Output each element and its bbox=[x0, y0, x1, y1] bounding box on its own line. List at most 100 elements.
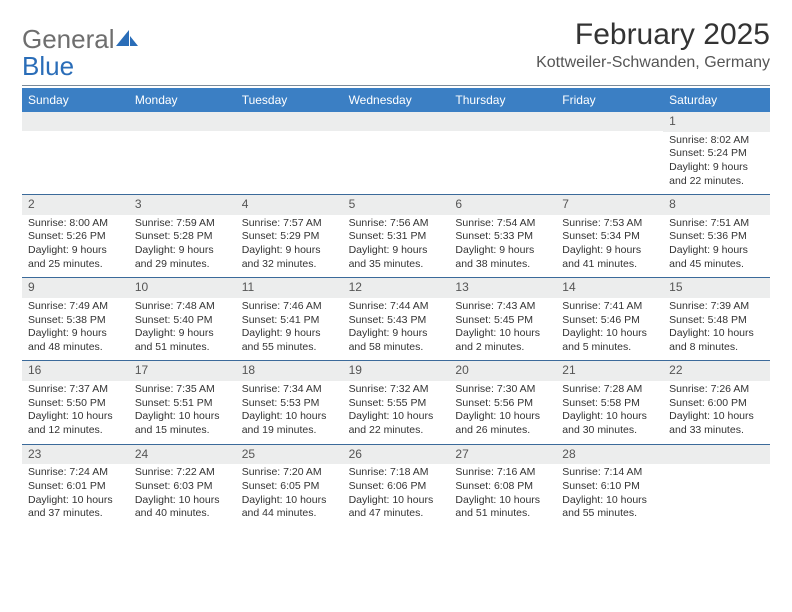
cell-sunrise: Sunrise: 7:46 AM bbox=[242, 300, 337, 314]
day-header: Tuesday bbox=[236, 88, 343, 112]
day-number: 9 bbox=[22, 278, 129, 298]
cell-sunrise: Sunrise: 7:14 AM bbox=[562, 466, 657, 480]
cell-day2: and 26 minutes. bbox=[455, 424, 550, 438]
calendar-cell: 24Sunrise: 7:22 AMSunset: 6:03 PMDayligh… bbox=[129, 445, 236, 527]
cell-day2: and 55 minutes. bbox=[562, 507, 657, 521]
day-header: Saturday bbox=[663, 88, 770, 112]
cell-sunrise: Sunrise: 7:54 AM bbox=[455, 217, 550, 231]
cell-sunset: Sunset: 5:46 PM bbox=[562, 314, 657, 328]
cell-day2: and 37 minutes. bbox=[28, 507, 123, 521]
brand-sail-icon bbox=[116, 30, 138, 53]
day-number: 10 bbox=[129, 278, 236, 298]
cell-sunrise: Sunrise: 7:32 AM bbox=[349, 383, 444, 397]
calendar-cell: 27Sunrise: 7:16 AMSunset: 6:08 PMDayligh… bbox=[449, 445, 556, 527]
day-number: 22 bbox=[663, 361, 770, 381]
cell-sunset: Sunset: 5:45 PM bbox=[455, 314, 550, 328]
cell-day2: and 19 minutes. bbox=[242, 424, 337, 438]
calendar-cell-empty bbox=[663, 445, 770, 527]
cell-day1: Daylight: 9 hours bbox=[242, 327, 337, 341]
cell-day1: Daylight: 10 hours bbox=[349, 410, 444, 424]
day-header: Monday bbox=[129, 88, 236, 112]
calendar-cell: 13Sunrise: 7:43 AMSunset: 5:45 PMDayligh… bbox=[449, 278, 556, 360]
cell-day2: and 32 minutes. bbox=[242, 258, 337, 272]
cell-sunrise: Sunrise: 8:02 AM bbox=[669, 134, 764, 148]
cell-sunrise: Sunrise: 7:41 AM bbox=[562, 300, 657, 314]
cell-day1: Daylight: 9 hours bbox=[28, 327, 123, 341]
cell-day2: and 8 minutes. bbox=[669, 341, 764, 355]
cell-day1: Daylight: 9 hours bbox=[28, 244, 123, 258]
calendar-cell: 18Sunrise: 7:34 AMSunset: 5:53 PMDayligh… bbox=[236, 361, 343, 443]
calendar-grid: SundayMondayTuesdayWednesdayThursdayFrid… bbox=[22, 88, 770, 527]
cell-sunrise: Sunrise: 7:53 AM bbox=[562, 217, 657, 231]
calendar-cell: 12Sunrise: 7:44 AMSunset: 5:43 PMDayligh… bbox=[343, 278, 450, 360]
cell-sunrise: Sunrise: 7:18 AM bbox=[349, 466, 444, 480]
calendar-cell: 9Sunrise: 7:49 AMSunset: 5:38 PMDaylight… bbox=[22, 278, 129, 360]
cell-day1: Daylight: 10 hours bbox=[562, 410, 657, 424]
page-header: General Blue February 2025 Kottweiler-Sc… bbox=[22, 18, 770, 79]
day-number: 5 bbox=[343, 195, 450, 215]
cell-sunset: Sunset: 5:53 PM bbox=[242, 397, 337, 411]
calendar-cell: 21Sunrise: 7:28 AMSunset: 5:58 PMDayligh… bbox=[556, 361, 663, 443]
cell-sunset: Sunset: 5:40 PM bbox=[135, 314, 230, 328]
cell-sunrise: Sunrise: 7:44 AM bbox=[349, 300, 444, 314]
day-number bbox=[556, 112, 663, 131]
day-number: 27 bbox=[449, 445, 556, 465]
cell-sunset: Sunset: 6:05 PM bbox=[242, 480, 337, 494]
cell-day1: Daylight: 9 hours bbox=[349, 244, 444, 258]
cell-day1: Daylight: 10 hours bbox=[28, 410, 123, 424]
cell-sunrise: Sunrise: 7:22 AM bbox=[135, 466, 230, 480]
day-number: 17 bbox=[129, 361, 236, 381]
day-number: 16 bbox=[22, 361, 129, 381]
calendar-cell: 26Sunrise: 7:18 AMSunset: 6:06 PMDayligh… bbox=[343, 445, 450, 527]
cell-sunset: Sunset: 6:06 PM bbox=[349, 480, 444, 494]
calendar-cell: 25Sunrise: 7:20 AMSunset: 6:05 PMDayligh… bbox=[236, 445, 343, 527]
cell-day1: Daylight: 10 hours bbox=[669, 327, 764, 341]
cell-sunset: Sunset: 5:58 PM bbox=[562, 397, 657, 411]
cell-sunrise: Sunrise: 7:48 AM bbox=[135, 300, 230, 314]
calendar-cell-empty bbox=[22, 112, 129, 194]
cell-sunrise: Sunrise: 7:43 AM bbox=[455, 300, 550, 314]
cell-day2: and 51 minutes. bbox=[455, 507, 550, 521]
cell-day2: and 38 minutes. bbox=[455, 258, 550, 272]
cell-sunrise: Sunrise: 7:57 AM bbox=[242, 217, 337, 231]
cell-day1: Daylight: 10 hours bbox=[349, 494, 444, 508]
calendar-cell-empty bbox=[556, 112, 663, 194]
cell-day1: Daylight: 9 hours bbox=[242, 244, 337, 258]
day-number bbox=[129, 112, 236, 131]
cell-sunrise: Sunrise: 7:51 AM bbox=[669, 217, 764, 231]
calendar-cell: 19Sunrise: 7:32 AMSunset: 5:55 PMDayligh… bbox=[343, 361, 450, 443]
cell-sunset: Sunset: 5:26 PM bbox=[28, 230, 123, 244]
day-number: 14 bbox=[556, 278, 663, 298]
day-number: 4 bbox=[236, 195, 343, 215]
calendar-cell: 6Sunrise: 7:54 AMSunset: 5:33 PMDaylight… bbox=[449, 195, 556, 277]
cell-sunset: Sunset: 6:03 PM bbox=[135, 480, 230, 494]
calendar-cell: 14Sunrise: 7:41 AMSunset: 5:46 PMDayligh… bbox=[556, 278, 663, 360]
calendar-cell: 4Sunrise: 7:57 AMSunset: 5:29 PMDaylight… bbox=[236, 195, 343, 277]
cell-sunrise: Sunrise: 7:26 AM bbox=[669, 383, 764, 397]
cell-sunrise: Sunrise: 7:56 AM bbox=[349, 217, 444, 231]
cell-sunset: Sunset: 5:36 PM bbox=[669, 230, 764, 244]
cell-day2: and 30 minutes. bbox=[562, 424, 657, 438]
cell-sunset: Sunset: 5:31 PM bbox=[349, 230, 444, 244]
cell-day1: Daylight: 9 hours bbox=[135, 327, 230, 341]
cell-day2: and 47 minutes. bbox=[349, 507, 444, 521]
day-number: 19 bbox=[343, 361, 450, 381]
day-number bbox=[343, 112, 450, 131]
cell-sunset: Sunset: 5:38 PM bbox=[28, 314, 123, 328]
cell-day1: Daylight: 10 hours bbox=[135, 410, 230, 424]
cell-day2: and 55 minutes. bbox=[242, 341, 337, 355]
cell-day1: Daylight: 9 hours bbox=[669, 161, 764, 175]
cell-sunset: Sunset: 6:08 PM bbox=[455, 480, 550, 494]
day-number: 8 bbox=[663, 195, 770, 215]
cell-sunset: Sunset: 6:01 PM bbox=[28, 480, 123, 494]
cell-day2: and 5 minutes. bbox=[562, 341, 657, 355]
cell-day2: and 58 minutes. bbox=[349, 341, 444, 355]
brand-word-1: General bbox=[22, 24, 115, 54]
calendar-cell: 10 Sunrise: 7:48 AMSunset: 5:40 PMDayligh… bbox=[129, 278, 236, 360]
cell-sunset: Sunset: 5:51 PM bbox=[135, 397, 230, 411]
cell-sunrise: Sunrise: 7:20 AM bbox=[242, 466, 337, 480]
day-number: 3 bbox=[129, 195, 236, 215]
cell-sunrise: Sunrise: 7:59 AM bbox=[135, 217, 230, 231]
cell-day2: and 48 minutes. bbox=[28, 341, 123, 355]
location-subtitle: Kottweiler-Schwanden, Germany bbox=[536, 54, 770, 72]
